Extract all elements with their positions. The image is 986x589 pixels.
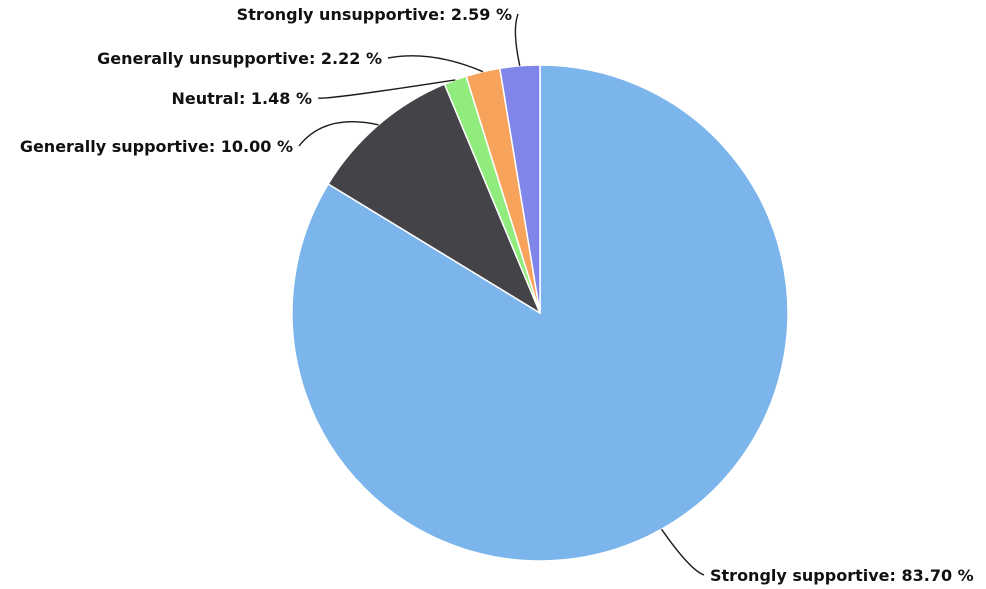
connector-line	[387, 55, 484, 73]
connectors-layer	[298, 13, 705, 576]
data-label-generally-supportive: Generally supportive: 10.00 %	[20, 137, 293, 156]
connector-line	[317, 79, 456, 99]
data-label-generally-unsupportive: Generally unsupportive: 2.22 %	[97, 49, 382, 68]
pie-slice-strongly-unsupportive[interactable]	[499, 64, 541, 314]
data-label-strongly-supportive: Strongly supportive: 83.70 %	[710, 566, 974, 585]
slices-layer	[291, 64, 789, 562]
labels-layer: Strongly supportive: 83.70 % Generally su…	[20, 5, 974, 585]
connector-line	[298, 121, 379, 147]
connector-line	[514, 13, 521, 66]
data-label-strongly-unsupportive: Strongly unsupportive: 2.59 %	[237, 5, 512, 24]
data-label-neutral: Neutral: 1.48 %	[172, 89, 313, 108]
connector-line	[660, 528, 705, 576]
